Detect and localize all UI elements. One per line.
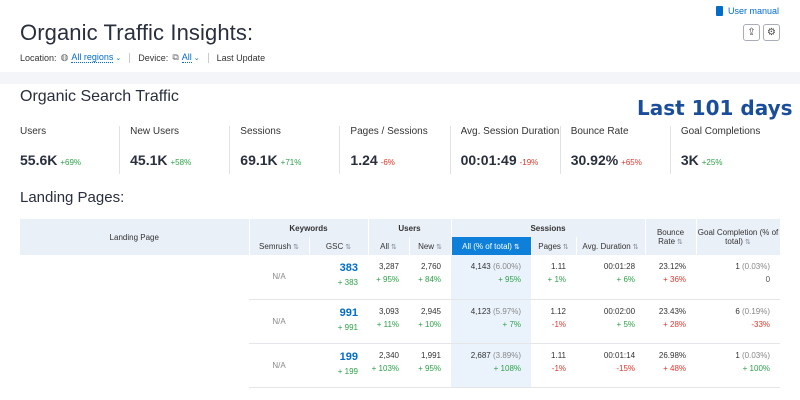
gsc-link[interactable]: 199 [339,350,359,363]
col-group-sessions: Sessions [451,219,646,237]
semrush-cell: N/A [249,255,309,300]
col-group-keywords: Keywords [249,219,369,237]
export-button[interactable]: ⇪ [743,24,760,41]
users-all-cell: 3,287 + 95% [368,255,410,300]
chevron-down-icon: ⌄ [193,54,200,62]
globe-icon: ◍ [60,52,69,62]
bounce-cell: 23.12% + 36% [645,255,697,300]
pages-cell: 1.11 -1% [531,343,577,388]
pages-cell: 1.12 -1% [531,299,577,344]
organic-traffic-title: Organic Search Traffic [20,88,179,105]
table-row: N/A 383 + 383 3,287 + 95% 2,760 + 84% 4,143… [20,255,781,300]
sort-icon: ⇅ [632,243,639,251]
landing-page-cell [20,343,249,387]
col-group-users: Users [368,219,452,237]
metric-new-users: New Users 45.1K +58% [119,126,229,174]
sort-icon: ⇅ [391,243,397,251]
users-new-cell: 2,760 + 84% [409,255,452,300]
location-dropdown[interactable]: All regions [71,52,114,63]
sessions-cell: 4,123 (5.97%) + 7% [451,299,532,344]
goal-cell: 1 (0.03%) + 100% [696,343,781,388]
page-header: Organic Traffic Insights: User manual ⇪ … [0,0,800,72]
goal-cell: 1 (0.03%) 0 [696,255,781,300]
goal-cell: 6 (0.19%) -33% [696,299,781,344]
filters-bar: Location: ◍ All regions ⌄ Device: ⧉ All … [20,52,265,63]
metric-users: Users 55.6K +69% [20,126,82,168]
divider [129,52,131,63]
sort-icon: ⇅ [562,243,569,251]
pages-cell: 1.11 + 1% [531,255,577,300]
gsc-link[interactable]: 991 [339,306,359,319]
bounce-cell: 23.43% + 28% [645,299,697,344]
settings-button[interactable]: ⚙ [763,24,780,41]
sessions-cell: 4,143 (6.00%) + 95% [451,255,532,300]
sort-icon: ⇅ [436,243,442,251]
users-new-cell: 2,945 + 10% [409,299,452,344]
landing-pages-title: Landing Pages: [20,189,125,206]
device-dropdown[interactable]: All [181,52,192,63]
col-semrush[interactable]: Semrush ⇅ [249,237,310,255]
col-users-new[interactable]: New ⇅ [409,237,452,255]
chevron-down-icon: ⌄ [115,54,122,62]
section-divider [0,72,800,84]
table-row: N/A 991 + 991 3,093 + 11% 2,945 + 10% 4,123… [20,299,781,344]
users-all-cell: 3,093 + 11% [368,299,410,344]
sort-icon: ⇅ [744,239,751,246]
sort-icon: ⇅ [677,239,683,246]
book-icon [715,6,723,16]
duration-cell: 00:02:00 + 5% [576,299,646,344]
users-new-cell: 1,991 + 95% [409,343,452,388]
col-landing-page: Landing Page [20,219,250,255]
table-row: N/A 199 + 199 2,340 + 103% 1,991 + 95% 2,68… [20,343,781,388]
duration-cell: 00:01:14 -15% [576,343,646,388]
users-all-cell: 2,340 + 103% [368,343,410,388]
col-bounce-rate[interactable]: Bounce Rate ⇅ [645,219,697,255]
metrics-summary: Users 55.6K +69% New Users 45.1K +58% Sess… [20,126,780,174]
sessions-cell: 2,687 (3.89%) + 108% [451,343,532,388]
metric-sessions: Sessions 69.1K +71% [229,126,339,174]
metric-avg-session-duration: Avg. Session Duration 00:01:49 -19% [449,126,560,174]
metric-goal-completions: Goal Completions 3K +25% [669,126,780,174]
col-gsc[interactable]: GSC ⇅ [309,237,369,255]
gsc-cell: 199 + 199 [309,343,369,388]
col-pages[interactable]: Pages ⇅ [531,237,577,255]
sort-icon: ⇅ [345,243,352,251]
date-range-overlay: Last 101 days [637,96,793,120]
sort-icon: ⇅ [293,243,299,251]
col-users-all[interactable]: All ⇅ [368,237,410,255]
devices-icon: ⧉ [172,52,179,62]
location-label: Location: [20,52,57,63]
duration-cell: 00:01:28 + 6% [576,255,646,300]
last-update-label: Last Update [216,52,266,63]
landing-pages-table: Landing Page Keywords Users Sessions Bou… [20,219,781,388]
semrush-cell: N/A [249,299,309,344]
landing-page-cell [20,299,249,343]
metric-bounce-rate: Bounce Rate 30.92% +65% [559,126,670,174]
gsc-cell: 383 + 383 [309,255,369,300]
col-goal-completion[interactable]: Goal Completion (% of total) ⇅ [696,219,781,255]
bounce-cell: 26.98% + 48% [645,343,697,388]
col-avg-duration[interactable]: Avg. Duration ⇅ [576,237,646,255]
col-sessions-all[interactable]: All (% of total) ⇅ [451,237,532,255]
gear-icon: ⚙ [767,27,776,38]
user-manual-label: User manual [727,6,779,16]
gsc-cell: 991 + 991 [309,299,369,344]
user-manual-link[interactable]: User manual [715,6,779,16]
sort-desc-icon: ⇅ [513,243,520,251]
divider [207,52,209,63]
device-label: Device: [138,52,169,63]
gsc-link[interactable]: 383 [339,262,359,274]
export-icon: ⇪ [747,27,756,38]
landing-page-cell [20,255,249,299]
metric-pages-per-session: Pages / Sessions 1.24 -6% [339,126,449,174]
page-title: Organic Traffic Insights: [20,20,254,45]
semrush-cell: N/A [249,343,309,388]
